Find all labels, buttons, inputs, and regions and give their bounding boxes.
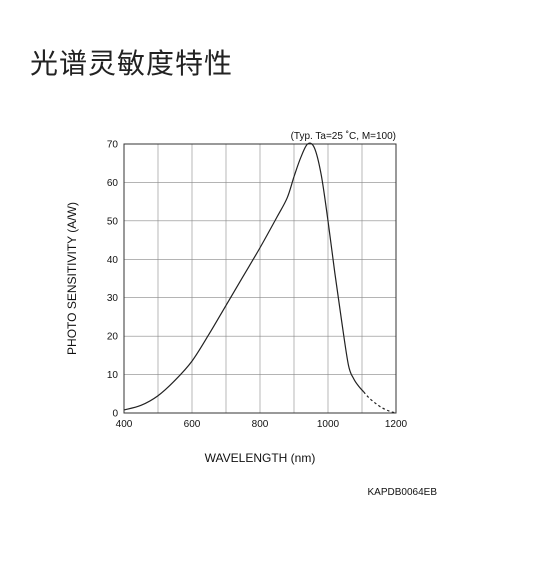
x-tick-label: 1000 — [317, 419, 340, 430]
y-tick-label: 10 — [107, 370, 119, 381]
y-tick-label: 0 — [112, 409, 118, 420]
y-tick-label: 40 — [107, 255, 119, 266]
y-tick-label: 20 — [107, 332, 119, 343]
x-tick-label: 800 — [252, 419, 269, 430]
x-axis-label: WAVELENGTH (nm) — [205, 451, 316, 465]
y-tick-label: 70 — [107, 140, 119, 151]
series-layer — [123, 142, 395, 414]
plot-frame — [123, 143, 397, 414]
series-line-dashed — [363, 391, 395, 414]
x-tick-label: 400 — [116, 419, 133, 430]
figure-code: KAPDB0064EB — [368, 487, 438, 498]
page-title: 光谱灵敏度特性 — [30, 47, 234, 80]
y-axis-label: PHOTO SENSITIVITY (A/W) — [65, 202, 79, 355]
x-tick-label: 600 — [184, 419, 201, 430]
y-tick-label: 50 — [107, 216, 119, 227]
x-tick-label: 1200 — [385, 419, 408, 430]
series-line-solid — [123, 142, 365, 411]
y-tick-label: 30 — [107, 293, 119, 304]
chart-annotation: (Typ. Ta=25 ˚C, M=100) — [291, 130, 396, 142]
tick-labels: 400 600 800 1000 1200 0 10 20 30 40 50 60 70 — [107, 140, 408, 431]
y-tick-label: 60 — [107, 178, 119, 189]
chart-grid — [124, 144, 396, 413]
